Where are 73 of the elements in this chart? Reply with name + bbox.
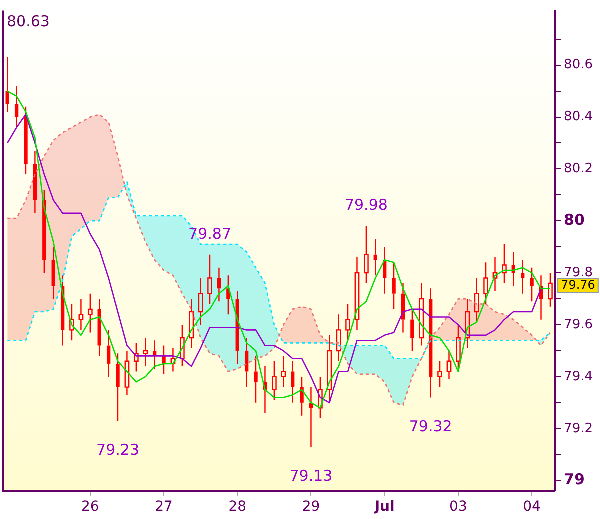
candlestick — [374, 238, 378, 276]
candlestick — [116, 352, 120, 422]
x-tick-label: 28 — [228, 499, 247, 516]
candlestick — [170, 348, 176, 372]
candlestick — [208, 254, 212, 305]
candlestick — [336, 314, 342, 362]
candlestick — [78, 298, 84, 331]
candlestick — [419, 282, 424, 346]
candlestick — [318, 376, 323, 420]
annotation: 79.23 — [96, 440, 140, 459]
candlestick — [106, 330, 111, 378]
candlestick — [354, 256, 360, 331]
candlestick — [530, 267, 534, 302]
y-tick-label: 79.4 — [564, 369, 594, 384]
candlestick — [456, 324, 461, 372]
candlestick — [180, 324, 185, 368]
candlestick — [392, 262, 396, 310]
candlestick — [465, 298, 470, 349]
annotation: 79.32 — [409, 418, 452, 436]
x-tick-label: 26 — [81, 499, 100, 516]
candlestick — [24, 106, 28, 175]
candlestick — [33, 150, 38, 214]
y-tick-label: 79.6 — [564, 317, 594, 332]
x-tick-label: 29 — [302, 499, 320, 516]
annotation: 79.98 — [344, 196, 388, 214]
candlestick — [484, 262, 488, 305]
candlestick — [492, 256, 498, 292]
candlestick — [364, 226, 369, 284]
candlestick — [254, 356, 258, 404]
candlestick — [6, 56, 10, 113]
candlestick — [52, 246, 56, 300]
candlestick — [124, 350, 130, 396]
candlestick — [281, 356, 286, 388]
candlestick — [162, 345, 166, 375]
candlestick — [474, 278, 480, 324]
candlestick — [521, 259, 525, 294]
candlestick — [134, 342, 139, 372]
y-tick-label: 80 — [564, 211, 585, 230]
candlestick — [244, 337, 249, 388]
x-tick-label: 04 — [523, 499, 542, 516]
y-tick-label: 80.4 — [564, 110, 594, 125]
x-tick-label: 27 — [155, 499, 173, 516]
candlestick — [226, 275, 230, 316]
candlestick — [272, 360, 277, 401]
annotation: 79.13 — [290, 466, 333, 485]
candlestick — [446, 350, 452, 380]
candlestick — [88, 293, 93, 334]
candlestick — [300, 376, 304, 416]
annotation: 80.63 — [7, 12, 50, 31]
candlestick — [14, 86, 19, 128]
annotation: 79.87 — [188, 224, 232, 243]
candlestick — [143, 337, 148, 368]
y-tick-label: 79.2 — [564, 421, 594, 436]
candlestick — [98, 298, 102, 357]
candlestick — [70, 304, 74, 342]
annotation: 79.76 — [561, 278, 596, 292]
x-tick-label: Jul — [374, 499, 395, 516]
y-tick-label: 79 — [564, 470, 585, 489]
candlestick — [198, 278, 204, 326]
candlestick — [327, 334, 332, 404]
y-tick-label: 80.6 — [564, 58, 594, 73]
candlestick — [502, 244, 507, 284]
x-tick-label: 03 — [450, 499, 468, 516]
candlestick — [217, 267, 222, 302]
y-tick-label: 80.2 — [564, 162, 594, 177]
candlestick — [438, 360, 442, 388]
candlestick — [290, 360, 295, 404]
candlestick — [189, 298, 194, 349]
y-tick-label: 79.8 — [564, 265, 594, 280]
candlestick — [346, 304, 350, 342]
candlestick — [548, 272, 553, 308]
line-series — [6, 182, 552, 360]
candlestick — [410, 308, 414, 352]
